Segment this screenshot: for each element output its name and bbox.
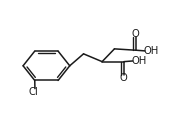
Text: O: O	[132, 29, 140, 39]
Text: OH: OH	[144, 46, 159, 56]
Text: OH: OH	[131, 56, 147, 66]
Text: O: O	[120, 73, 127, 83]
Text: Cl: Cl	[29, 87, 39, 97]
